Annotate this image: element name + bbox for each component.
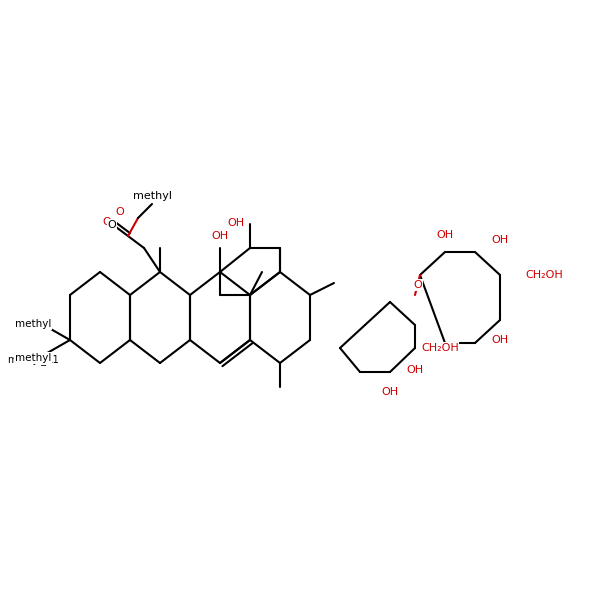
Text: O: O [413,280,422,290]
Text: OH: OH [211,231,229,241]
Text: methyl_A1: methyl_A1 [7,355,59,365]
Text: methyl: methyl [133,191,173,201]
Text: CH₂OH: CH₂OH [525,270,563,280]
Text: OH: OH [227,218,245,228]
Text: OH: OH [491,335,509,345]
Text: CH₂OH: CH₂OH [421,343,459,353]
Text: OH: OH [491,235,509,245]
Text: O: O [107,220,116,230]
Text: OH: OH [436,230,454,240]
Text: OH: OH [406,365,424,375]
Text: methyl: methyl [133,191,172,201]
Text: methyl: methyl [15,319,51,329]
Text: methyl: methyl [15,353,51,363]
Text: O: O [103,217,112,227]
Text: O: O [116,207,124,217]
Text: OH: OH [382,387,398,397]
